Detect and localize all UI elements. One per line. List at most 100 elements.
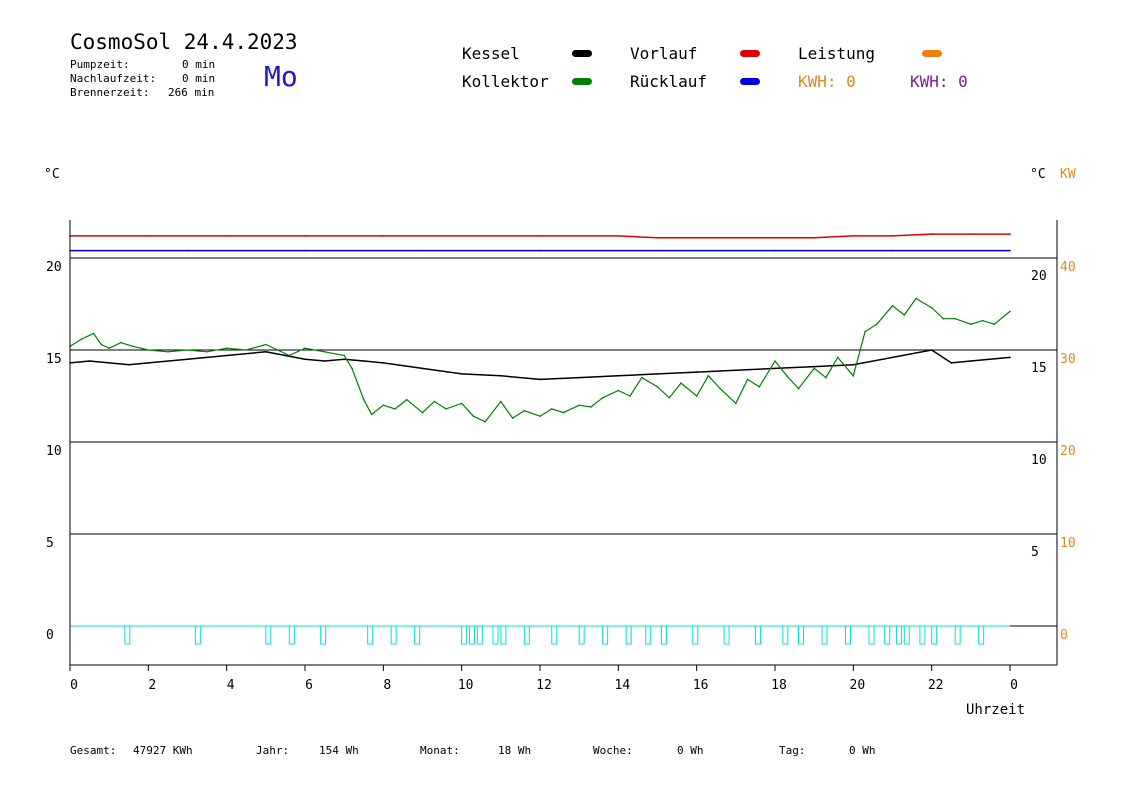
data-point-vorlauf [304,235,306,237]
legend-ruecklauf-swatch [740,78,760,85]
pump-pulse [884,625,891,645]
data-point-kollektor [81,338,83,340]
data-point-vorlauf [225,235,228,237]
data-point-kollektor [797,387,800,390]
pump-pulse [625,625,632,645]
pump-pulse [414,625,421,645]
right-axis-kw-unit: KW [1060,167,1076,182]
pump-pulse [390,625,397,645]
data-point-kollektor [641,376,643,379]
data-point-ruecklauf [539,249,541,252]
data-point-kollektor [590,406,592,408]
data-point-vorlauf [460,235,463,237]
data-point-kollektor [460,402,463,405]
data-point-kessel [343,358,346,361]
data-point-ruecklauf [421,249,424,252]
pump-pulse [367,625,374,645]
data-point-vorlauf [774,237,776,239]
data-point-kollektor [225,347,228,350]
legend-kessel-label: Kessel [462,44,520,63]
data-point-kollektor [578,404,580,407]
x-tick-label-0: 0 [70,678,78,693]
series-line-kollektor [69,297,1011,423]
data-point-kollektor [758,386,761,388]
data-point-ruecklauf [774,249,776,252]
pump-pulse [692,625,699,645]
data-point-kollektor [864,330,866,333]
data-point-vorlauf [617,235,620,237]
data-point-kollektor [472,415,475,418]
data-point-kollektor [120,341,122,344]
data-point-kollektor [343,354,346,357]
pump-pulse [476,625,483,645]
data-point-kollektor [276,349,279,351]
data-point-kollektor [774,360,776,362]
data-point-kollektor [695,395,698,397]
x-tick-label-9: 18 [771,678,787,693]
data-point-kollektor [954,317,956,320]
data-point-kollektor [511,417,514,419]
x-tick-label-11: 22 [928,678,944,693]
data-point-ruecklauf [186,249,189,252]
data-point-kollektor [656,386,659,388]
pump-pulse [954,625,961,645]
footer-day-label: Tag: [779,744,806,757]
data-point-ruecklauf [1009,249,1011,252]
data-point-vorlauf [813,237,815,239]
data-point-kessel [323,360,326,362]
data-point-kollektor [852,375,855,377]
pump-pulse [723,625,730,645]
pump-pulse [868,625,875,645]
pump-pulse [492,625,499,645]
data-point-kessel [304,358,306,361]
data-point-kessel [539,378,541,381]
data-point-kollektor [813,367,815,370]
data-point-kollektor [601,397,604,399]
data-point-kollektor [370,413,373,416]
pump-pulse [782,625,789,645]
pump-pulse [660,625,667,645]
data-point-kollektor [942,317,945,320]
data-point-vorlauf [735,237,737,239]
axis-layer: 20 15 10 5 0 20 15 10 5 40 30 20 10 0 0 2 4 6 8 10 12 14 16 18 2… [46,220,1076,693]
data-point-kessel [186,358,189,361]
data-point-kollektor [993,323,996,326]
data-point-kessel [1009,356,1011,359]
x-tick-label-12: 0 [1010,678,1018,693]
legend-vorlauf-swatch [740,50,760,57]
data-point-kollektor [746,378,749,381]
data-point-ruecklauf [656,249,659,252]
data-point-kessel [930,349,933,351]
footer-year-value: 154 Wh [319,744,359,757]
footer-week-value: 0 Wh [677,744,704,757]
y-left-tick-label-0: 0 [46,628,54,643]
data-point-kollektor [876,323,878,326]
pump-pulse [931,625,938,645]
pump-pulse [578,625,585,645]
data-point-kollektor [562,411,565,414]
after-run-time-label: Nachlaufzeit: [70,72,157,85]
data-point-kessel [225,354,228,357]
data-point-kessel [970,360,972,362]
data-point-kollektor [445,408,447,410]
data-point-kessel [852,363,855,366]
data-point-kollektor [206,351,208,353]
legend-kwh-orange: KWH: 0 [798,72,856,91]
data-point-kollektor [167,351,169,353]
pump-pulse [903,625,910,645]
series-line-kessel [69,349,1011,381]
data-point-kollektor [539,415,541,418]
legend-kollektor-label: Kollektor [462,72,549,91]
pump-pulse [288,625,295,645]
data-point-kollektor [484,421,487,423]
legend-ruecklauf-label: Rücklauf [630,72,708,91]
data-point-kollektor [668,397,671,399]
legend-vorlauf-label: Vorlauf [630,44,698,63]
x-tick-label-1: 2 [148,678,156,693]
data-point-kessel [578,376,580,379]
data-point-kollektor [500,400,502,403]
pump-pulse [919,625,926,645]
pump-pulse [895,625,902,645]
data-point-vorlauf [930,233,933,235]
pump-pulse [845,625,851,645]
